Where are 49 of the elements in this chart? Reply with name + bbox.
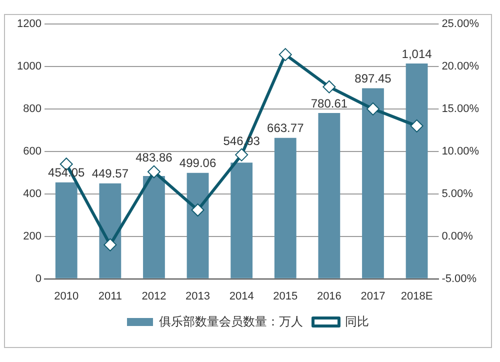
y-tick-label: 800 (23, 102, 42, 115)
x-tick-label: 2013 (186, 290, 210, 302)
point (410, 119, 424, 132)
y2-tick-label: 15.00% (442, 102, 480, 115)
y-tick-label: 1000 (16, 60, 42, 72)
x-tick-label: 2015 (273, 290, 298, 302)
y2-tick-label: 5.00% (442, 188, 474, 200)
data-label: 780.61 (310, 96, 348, 110)
bar (406, 63, 428, 278)
x-tick-label: 2014 (229, 290, 254, 302)
point (147, 165, 160, 178)
data-label: 499.06 (179, 156, 216, 170)
y2-tick-label: 20.00% (442, 60, 480, 72)
point (366, 102, 380, 116)
bar (143, 176, 165, 278)
x-tick-label: 2012 (142, 290, 166, 302)
y-tick-label: 600 (23, 145, 42, 158)
point (104, 238, 117, 252)
y-tick-label: 0 (35, 272, 42, 285)
point (235, 148, 248, 162)
bar (318, 113, 340, 278)
bar (362, 88, 384, 278)
x-tick-label: 2018E (400, 290, 433, 302)
y2-tick-label: 0.00% (442, 230, 474, 242)
legend-label: 俱乐部数量会员数量：万人 (159, 314, 303, 328)
y2-tick-label: -5.00% (442, 272, 477, 285)
y2-tick-label: 10.00% (442, 145, 480, 158)
point (191, 204, 204, 217)
y2-tick-label: 25.00% (442, 18, 480, 30)
bar (99, 183, 122, 278)
data-label: 483.86 (136, 150, 173, 164)
bar (274, 138, 296, 278)
y-tick-label: 200 (23, 230, 42, 242)
x-tick-label: 2017 (360, 290, 386, 302)
data-label: 897.45 (354, 72, 392, 86)
data-label: 1,014 (402, 46, 432, 61)
bar (55, 182, 78, 278)
bar (186, 172, 209, 278)
data-label: 663.77 (267, 121, 304, 136)
x-tick-label: 2016 (316, 290, 342, 302)
x-tick-label: 2011 (98, 290, 122, 302)
data-label: 449.57 (92, 166, 129, 181)
point (322, 80, 336, 94)
x-tick-label: 2010 (54, 290, 79, 302)
bar (230, 162, 253, 278)
y-tick-label: 400 (23, 188, 42, 200)
point (278, 48, 292, 62)
legend-label: 同比 (345, 314, 369, 328)
y-tick-label: 1200 (16, 18, 42, 30)
